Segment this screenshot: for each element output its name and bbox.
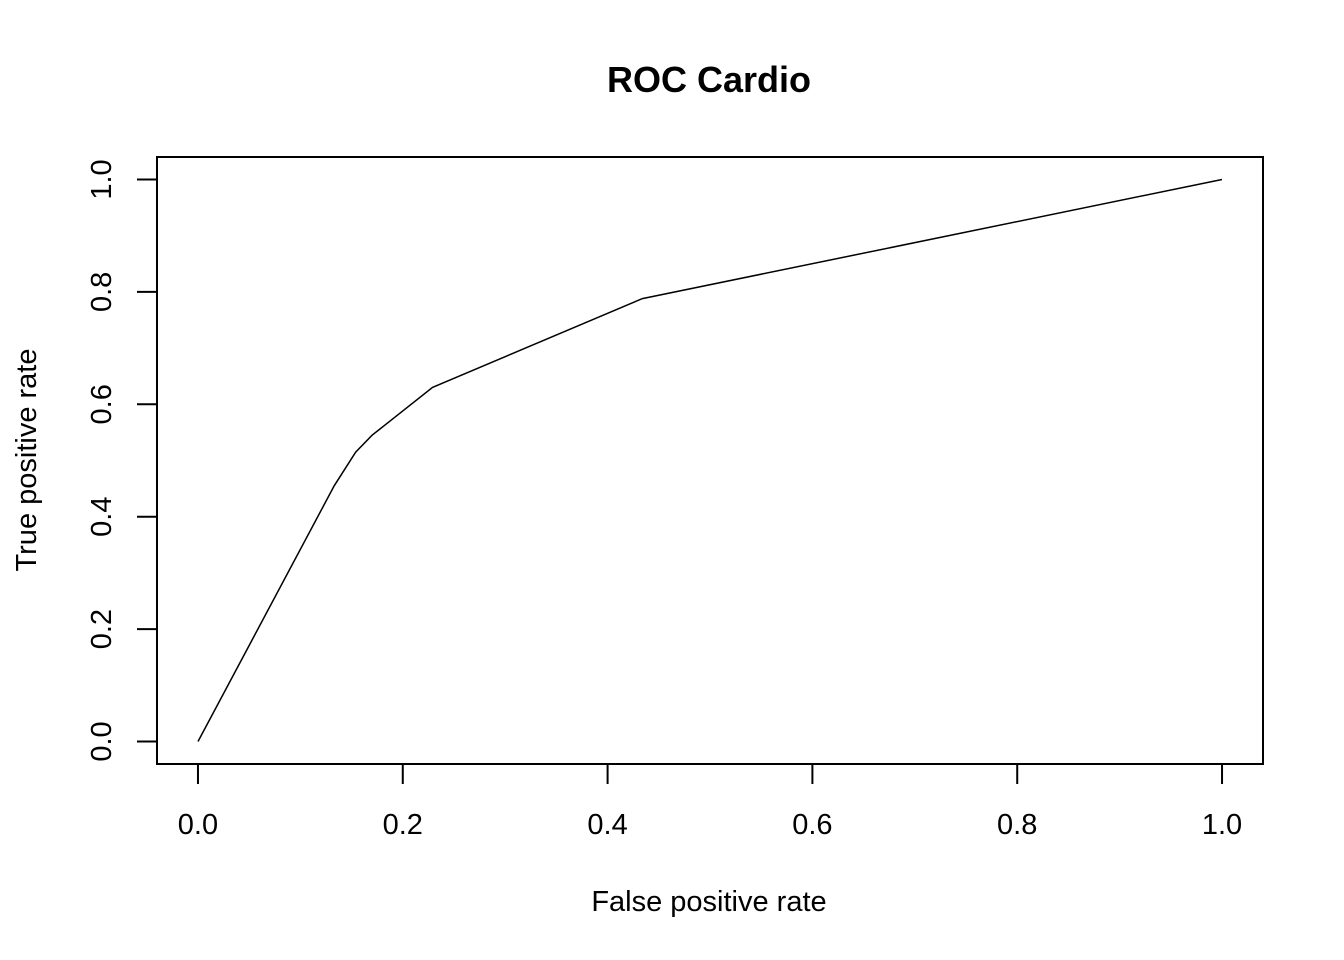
y-tick-label: 0.2 [86,609,118,649]
y-tick-label: 1.0 [86,159,118,199]
x-tick-label: 0.8 [997,809,1037,841]
y-tick-label: 0.0 [86,721,118,761]
y-axis-label: True positive rate [11,349,43,572]
x-tick-label: 0.2 [383,809,423,841]
y-tick-label: 0.6 [86,384,118,424]
series-layer [197,178,1223,742]
y-tick-label: 0.8 [86,272,118,312]
x-tick-label: 1.0 [1202,809,1242,841]
x-axis-label: False positive rate [591,886,826,918]
x-tick-label: 0.0 [178,809,218,841]
y-tick-label: 0.4 [86,497,118,537]
x-axis: 0.0 0.2 0.4 0.6 0.8 1.0 [178,764,1242,841]
x-tick-label: 0.6 [792,809,832,841]
plot-frame [156,156,1264,765]
roc-curve-line [197,178,1223,742]
y-axis: 0.0 0.2 0.4 0.6 0.8 1.0 [86,159,157,762]
chart-title: ROC Cardio [607,59,811,100]
x-tick-label: 0.4 [587,809,627,841]
